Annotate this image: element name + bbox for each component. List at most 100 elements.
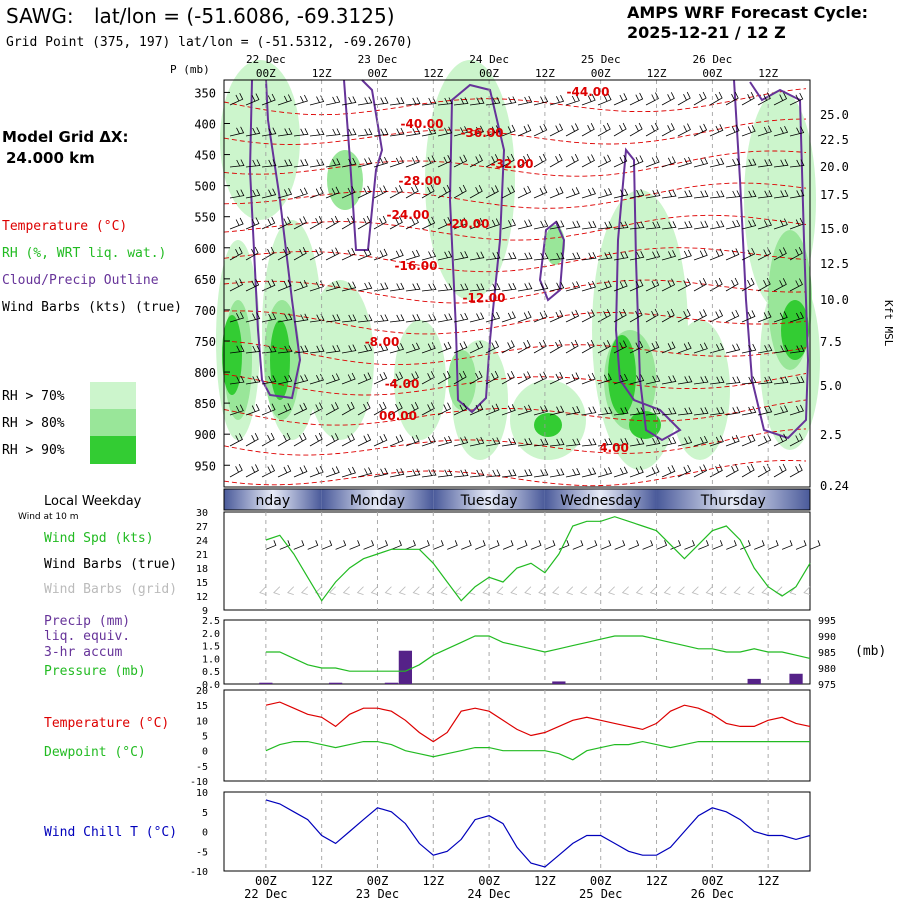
isotherm-line bbox=[223, 214, 807, 241]
wind-barb bbox=[789, 404, 804, 416]
wind-barb-true bbox=[754, 540, 765, 550]
precip-legend: Precip (mm) bbox=[44, 614, 130, 629]
wind-barb bbox=[293, 187, 308, 199]
wind-barb bbox=[453, 341, 468, 354]
wind-barb bbox=[661, 92, 675, 106]
wind-barb bbox=[245, 404, 260, 416]
wind-barb bbox=[405, 216, 419, 230]
wind-barb bbox=[357, 372, 372, 385]
isotherm-line bbox=[223, 279, 807, 304]
wind-barb bbox=[757, 158, 773, 168]
wind-barb bbox=[565, 372, 580, 385]
wind-barb bbox=[581, 220, 597, 230]
wind-barb bbox=[677, 309, 691, 323]
wind-barb bbox=[629, 437, 645, 447]
wind-barb bbox=[325, 247, 340, 261]
wind-barb-grid bbox=[747, 586, 755, 596]
wind-barb bbox=[517, 469, 533, 478]
wind-barb bbox=[581, 280, 596, 292]
wind-barb bbox=[709, 309, 724, 323]
wind-barb bbox=[629, 308, 643, 323]
wind-barb bbox=[405, 249, 420, 261]
wind-barb bbox=[677, 190, 693, 199]
wind-barb bbox=[229, 345, 245, 354]
day-label: Thursday bbox=[700, 493, 766, 509]
wind-barb-true bbox=[502, 540, 514, 550]
wind-barb bbox=[629, 221, 645, 230]
wind-barb-grid bbox=[621, 586, 629, 596]
wind-barb bbox=[373, 282, 389, 292]
wind-barb bbox=[565, 309, 580, 323]
wind-barb bbox=[501, 311, 516, 323]
wind-barb bbox=[485, 403, 500, 416]
wind-barb bbox=[533, 95, 549, 106]
wind-barb bbox=[245, 127, 261, 137]
wind-barb bbox=[261, 279, 276, 292]
wind-barb bbox=[245, 375, 261, 385]
temp-ytick: -5 bbox=[196, 762, 208, 773]
bottom-time-tick: 12Z bbox=[311, 874, 333, 888]
wind-barb-grid bbox=[273, 586, 281, 596]
wind-barb bbox=[517, 124, 532, 137]
pressure-legend: Pressure (mb) bbox=[44, 664, 146, 679]
wind-barb bbox=[725, 190, 741, 199]
wind-barb bbox=[357, 433, 372, 447]
wind-barb bbox=[709, 124, 724, 137]
wind-barb bbox=[709, 157, 725, 168]
wind-barb bbox=[677, 91, 691, 106]
wind-barb bbox=[389, 249, 404, 261]
precip-ytick: 2.5 bbox=[202, 616, 220, 627]
wind-barb bbox=[293, 128, 309, 137]
wind-barb bbox=[485, 154, 499, 168]
wind-barb-grid bbox=[705, 586, 713, 596]
wind-barb bbox=[757, 434, 772, 447]
wind-barb-grid bbox=[370, 586, 378, 596]
top-date-label: 23 Dec bbox=[358, 53, 398, 66]
wind-barb bbox=[293, 280, 308, 292]
wind-barb-grid bbox=[761, 586, 769, 596]
wind-barb bbox=[357, 185, 372, 199]
wind-barb bbox=[229, 404, 244, 416]
wind-barb bbox=[277, 159, 293, 168]
wind-barb bbox=[773, 247, 787, 261]
model-grid-label: Model Grid ΔX: bbox=[2, 128, 129, 146]
wind-barb bbox=[533, 153, 547, 168]
cycle-title: AMPS WRF Forecast Cycle: bbox=[627, 3, 868, 22]
wind-barb bbox=[581, 406, 597, 416]
wind-barb bbox=[245, 189, 261, 199]
precip-bar bbox=[328, 682, 343, 684]
wind-barb bbox=[565, 468, 581, 478]
wind-barb bbox=[693, 91, 707, 106]
wind-barb bbox=[741, 277, 755, 292]
wind-barb bbox=[725, 343, 741, 354]
wind-barb bbox=[709, 406, 725, 416]
wind-barb bbox=[517, 185, 532, 199]
pressure-tick-label: 900 bbox=[194, 428, 216, 442]
wind-barb bbox=[325, 402, 339, 416]
cloud-outline bbox=[448, 83, 506, 414]
wind-barb bbox=[325, 433, 339, 447]
wind-barb bbox=[421, 313, 437, 323]
wind-barb bbox=[341, 401, 355, 416]
day-band bbox=[544, 489, 657, 510]
rh80-swatch bbox=[90, 409, 136, 436]
isotherm-label: 00.00 bbox=[379, 409, 417, 423]
precip-ytick: 1.5 bbox=[202, 642, 220, 653]
wind-barb-true bbox=[433, 540, 444, 550]
pressure-ytick: 975 bbox=[818, 680, 836, 691]
wind-barb bbox=[485, 283, 501, 292]
wind-barb bbox=[693, 278, 707, 292]
chill-ytick: -5 bbox=[196, 847, 208, 858]
wind-barb bbox=[357, 96, 373, 106]
wind-barb bbox=[245, 93, 260, 106]
wind-barb bbox=[261, 159, 277, 168]
wind-barb bbox=[501, 340, 515, 354]
wind-barb-grid bbox=[649, 586, 657, 596]
wind-barb-true bbox=[488, 540, 500, 550]
dewpoint-legend: Dewpoint (°C) bbox=[44, 745, 146, 760]
wind-barb bbox=[245, 464, 259, 478]
wind-barb bbox=[677, 156, 692, 168]
wind-barb bbox=[661, 375, 677, 385]
wind-ytick: 24 bbox=[196, 536, 208, 547]
wind-barb-true bbox=[795, 540, 807, 550]
